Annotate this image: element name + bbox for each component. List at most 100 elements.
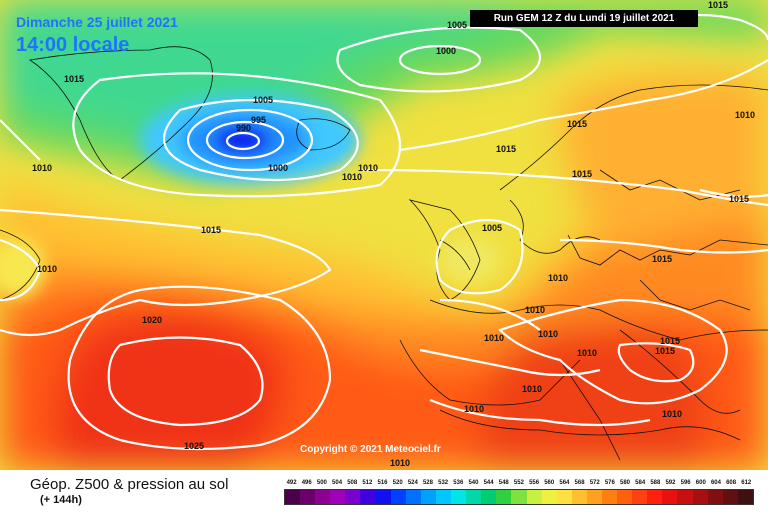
- isobar-label: 1015: [708, 0, 728, 10]
- legend-swatch: [375, 490, 391, 504]
- legend-swatch: [737, 490, 753, 504]
- legend-value: 532: [438, 480, 449, 486]
- legend-swatch: [647, 490, 663, 504]
- legend-swatch: [662, 490, 678, 504]
- legend-value: 604: [710, 480, 721, 486]
- legend-value: 560: [544, 480, 555, 486]
- legend-swatch: [405, 490, 421, 504]
- legend-swatch: [677, 490, 693, 504]
- legend-value: 580: [620, 480, 631, 486]
- legend-value: 568: [574, 480, 585, 486]
- legend-swatch: [541, 490, 557, 504]
- legend-value: 576: [604, 480, 615, 486]
- legend-value: 588: [650, 480, 661, 486]
- legend-value: 512: [362, 480, 373, 486]
- legend-swatch: [285, 490, 301, 504]
- legend-swatch: [586, 490, 602, 504]
- isobar-label: 1015: [652, 254, 672, 264]
- legend-swatch: [345, 490, 361, 504]
- legend-value: 552: [513, 480, 524, 486]
- isobar-label: 1010: [342, 172, 362, 182]
- isobar-label: 1010: [538, 329, 558, 339]
- legend-swatch: [632, 490, 648, 504]
- legend-value: 544: [483, 480, 494, 486]
- isobar-label: 1015: [729, 194, 749, 204]
- lead-time: (+ 144h): [40, 494, 82, 506]
- isobar-label: 1020: [142, 315, 162, 325]
- forecast-time: 14:00 locale: [16, 34, 130, 56]
- legend-swatch: [722, 490, 738, 504]
- legend-swatch: [556, 490, 572, 504]
- isobar-label: 1015: [572, 169, 592, 179]
- legend-swatch: [435, 490, 452, 504]
- forecast-date: Dimanche 25 juillet 2021: [16, 14, 178, 30]
- isobar-label: 990: [236, 123, 251, 133]
- legend-value: 528: [422, 480, 433, 486]
- legend-value: 520: [392, 480, 403, 486]
- legend-value: 504: [332, 480, 343, 486]
- legend-swatch: [571, 490, 587, 504]
- legend-value: 496: [301, 480, 312, 486]
- isobar-label: 1005: [253, 95, 273, 105]
- legend-swatch: [420, 490, 436, 504]
- legend-value: 592: [665, 480, 676, 486]
- color-legend: 492 496 500 504 508 512 516 520 524 528 532 536 540 5…: [284, 478, 754, 506]
- legend-swatch: [451, 490, 467, 504]
- legend-value: 516: [377, 480, 388, 486]
- isobar-label: 1015: [655, 346, 675, 356]
- coastlines: [0, 46, 768, 461]
- isobar-label: 1010: [548, 273, 568, 283]
- isobar-label: 1015: [660, 336, 680, 346]
- legend-swatch: [300, 490, 316, 504]
- legend-value: 564: [559, 480, 570, 486]
- isobar-label: 1010: [484, 333, 504, 343]
- isobar-label: 995: [251, 115, 266, 125]
- legend-swatch: [601, 490, 618, 504]
- legend-swatch: [360, 490, 376, 504]
- legend-value: 608: [726, 480, 737, 486]
- legend-swatch: [315, 490, 331, 504]
- isobar-label: 1010: [525, 305, 545, 315]
- legend-value: 600: [695, 480, 706, 486]
- isobar-label: 1000: [436, 46, 456, 56]
- legend-swatch: [511, 490, 527, 504]
- legend-value: 492: [286, 480, 297, 486]
- isobar-label: 1005: [482, 223, 502, 233]
- isobar-label: 1010: [390, 458, 410, 468]
- isobar-labels: 1005 1000 1015 1005 995 990 1000 1010 10…: [32, 0, 755, 468]
- isobar-label: 1025: [184, 441, 204, 451]
- legend-swatch: [692, 490, 708, 504]
- weather-map: 1005 1000 1015 1005 995 990 1000 1010 10…: [0, 0, 768, 470]
- legend-value: 584: [635, 480, 646, 486]
- legend-value: 508: [347, 480, 358, 486]
- legend-swatch: [617, 490, 633, 504]
- isobar-label: 1005: [447, 20, 467, 30]
- legend-value: 556: [529, 480, 540, 486]
- legend-swatch: [390, 490, 406, 504]
- isobar-label: 1010: [735, 110, 755, 120]
- legend-value: 524: [407, 480, 418, 486]
- legend-swatches: [284, 489, 754, 505]
- isobar-label: 1000: [268, 163, 288, 173]
- map-title: Géop. Z500 & pression au sol: [30, 476, 229, 493]
- legend-labels: 492 496 500 504 508 512 516 520 524 528 532 536 540 5…: [284, 478, 754, 489]
- isobar-label: 1010: [522, 384, 542, 394]
- isobar-label: 1010: [32, 163, 52, 173]
- isobar-label: 1015: [201, 225, 221, 235]
- legend-swatch: [466, 490, 482, 504]
- legend-swatch: [481, 490, 497, 504]
- isobar-label: 1015: [64, 74, 84, 84]
- isobars: [0, 13, 768, 451]
- isobar-label: 1010: [662, 409, 682, 419]
- legend-value: 572: [589, 480, 600, 486]
- legend-value: 500: [316, 480, 327, 486]
- legend-swatch: [707, 490, 723, 504]
- legend-swatch: [526, 490, 542, 504]
- isobar-label: 1010: [358, 163, 378, 173]
- legend-value: 536: [453, 480, 464, 486]
- isobar-label: 1010: [464, 404, 484, 414]
- isobar-label: 1015: [496, 144, 516, 154]
- legend-value: 540: [468, 480, 479, 486]
- legend-swatch: [330, 490, 346, 504]
- legend-value: 548: [498, 480, 509, 486]
